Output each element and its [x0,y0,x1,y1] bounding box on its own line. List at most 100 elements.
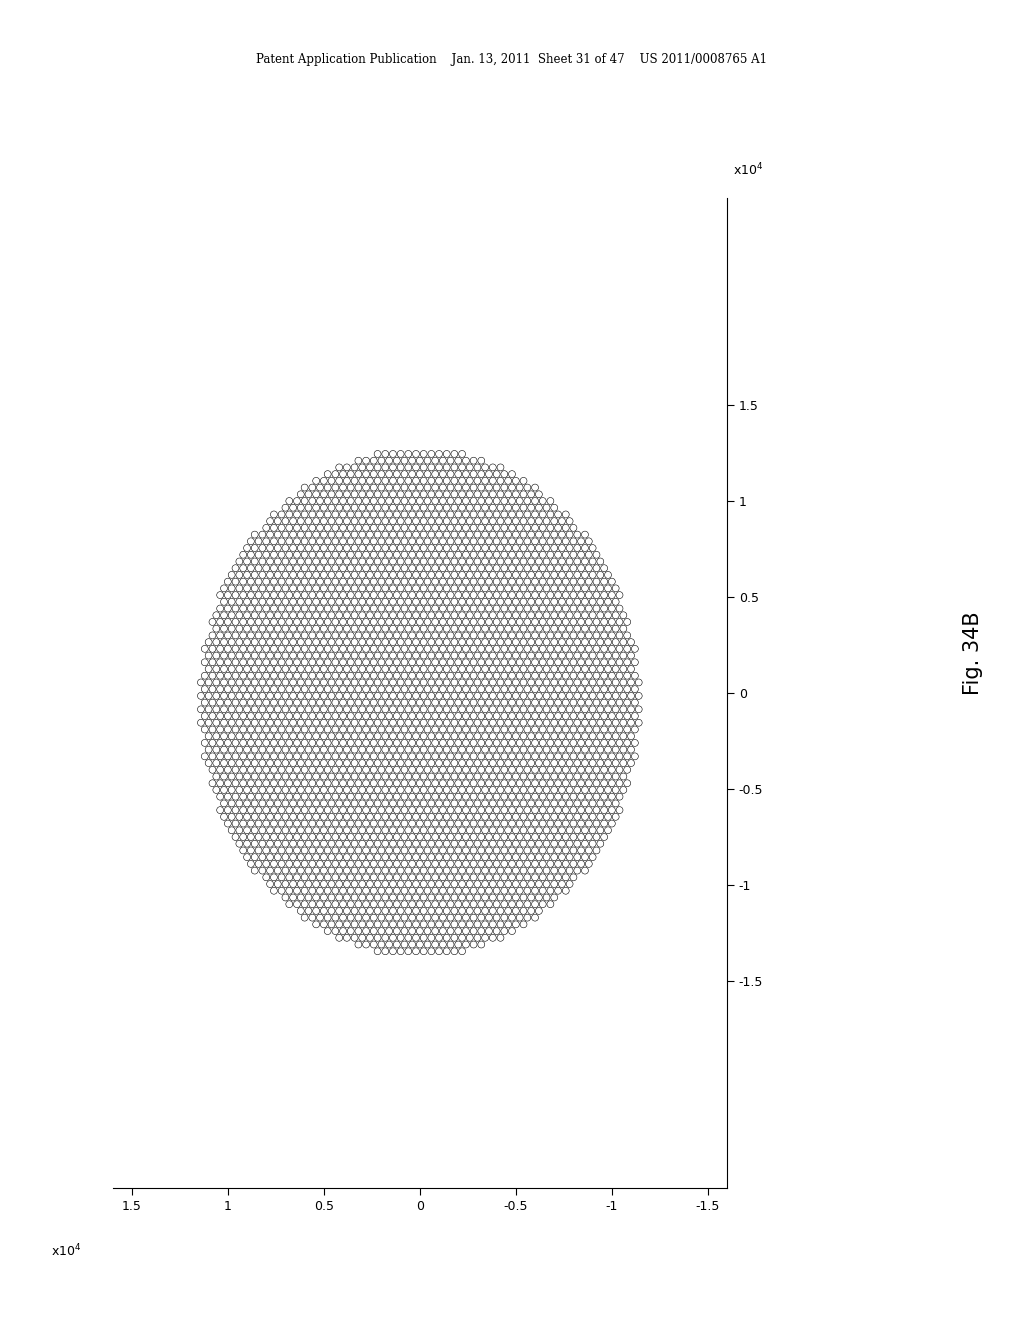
Circle shape [424,498,431,504]
Circle shape [224,700,231,706]
Circle shape [485,793,493,800]
Circle shape [347,900,354,908]
Circle shape [286,739,293,746]
Circle shape [340,847,346,854]
Circle shape [570,659,577,665]
Circle shape [404,611,412,619]
Circle shape [332,915,339,921]
Circle shape [509,537,515,545]
Circle shape [497,665,504,672]
Circle shape [527,841,535,847]
Circle shape [358,935,366,941]
Circle shape [328,907,335,915]
Circle shape [266,545,273,552]
Circle shape [270,659,278,665]
Circle shape [274,719,282,726]
Circle shape [435,733,442,739]
Circle shape [439,887,446,894]
Circle shape [494,767,500,774]
Circle shape [409,915,416,921]
Circle shape [536,907,543,915]
Circle shape [325,767,331,774]
Circle shape [236,733,243,739]
Circle shape [236,572,243,578]
Circle shape [432,685,438,693]
Circle shape [343,678,350,686]
Circle shape [451,800,458,807]
Circle shape [520,639,527,645]
Circle shape [309,820,315,828]
Circle shape [509,632,515,639]
Circle shape [409,793,416,800]
Circle shape [325,739,331,746]
Circle shape [279,632,285,639]
Circle shape [555,780,561,787]
Circle shape [520,894,527,902]
Circle shape [404,841,412,847]
Circle shape [290,626,297,632]
Circle shape [489,598,497,606]
Circle shape [459,907,466,915]
Circle shape [217,767,223,774]
Circle shape [420,463,427,471]
Circle shape [573,826,581,834]
Circle shape [321,598,328,606]
Circle shape [255,767,262,774]
Circle shape [297,665,304,672]
Circle shape [332,484,339,491]
Circle shape [497,598,504,606]
Circle shape [312,867,319,874]
Circle shape [266,813,273,820]
Circle shape [401,484,408,491]
Circle shape [274,531,282,539]
Circle shape [378,591,385,598]
Circle shape [404,491,412,498]
Circle shape [404,585,412,591]
Circle shape [516,726,523,733]
Circle shape [290,841,297,847]
Circle shape [570,874,577,880]
Circle shape [455,471,462,478]
Circle shape [608,739,615,746]
Circle shape [612,611,620,619]
Circle shape [620,665,627,672]
Circle shape [447,833,454,841]
Circle shape [417,700,423,706]
Circle shape [447,928,454,935]
Circle shape [601,578,607,585]
Circle shape [474,706,481,713]
Circle shape [382,800,389,807]
Circle shape [628,678,635,686]
Circle shape [401,672,408,680]
Circle shape [478,833,484,841]
Circle shape [466,531,473,539]
Circle shape [351,652,358,659]
Circle shape [566,826,573,834]
Circle shape [428,572,435,578]
Circle shape [470,820,477,828]
Circle shape [351,678,358,686]
Circle shape [578,739,585,746]
Circle shape [439,591,446,598]
Circle shape [232,672,239,680]
Circle shape [536,626,543,632]
Circle shape [362,807,370,813]
Circle shape [570,726,577,733]
Circle shape [516,578,523,585]
Circle shape [459,921,466,928]
Circle shape [228,733,236,739]
Circle shape [328,774,335,780]
Circle shape [355,471,361,478]
Circle shape [478,767,484,774]
Circle shape [540,659,546,665]
Circle shape [362,672,370,680]
Circle shape [501,605,508,612]
Circle shape [305,894,312,902]
Circle shape [417,915,423,921]
Circle shape [389,665,396,672]
Circle shape [413,841,420,847]
Circle shape [286,820,293,828]
Circle shape [224,793,231,800]
Circle shape [531,752,539,760]
Circle shape [301,739,308,746]
